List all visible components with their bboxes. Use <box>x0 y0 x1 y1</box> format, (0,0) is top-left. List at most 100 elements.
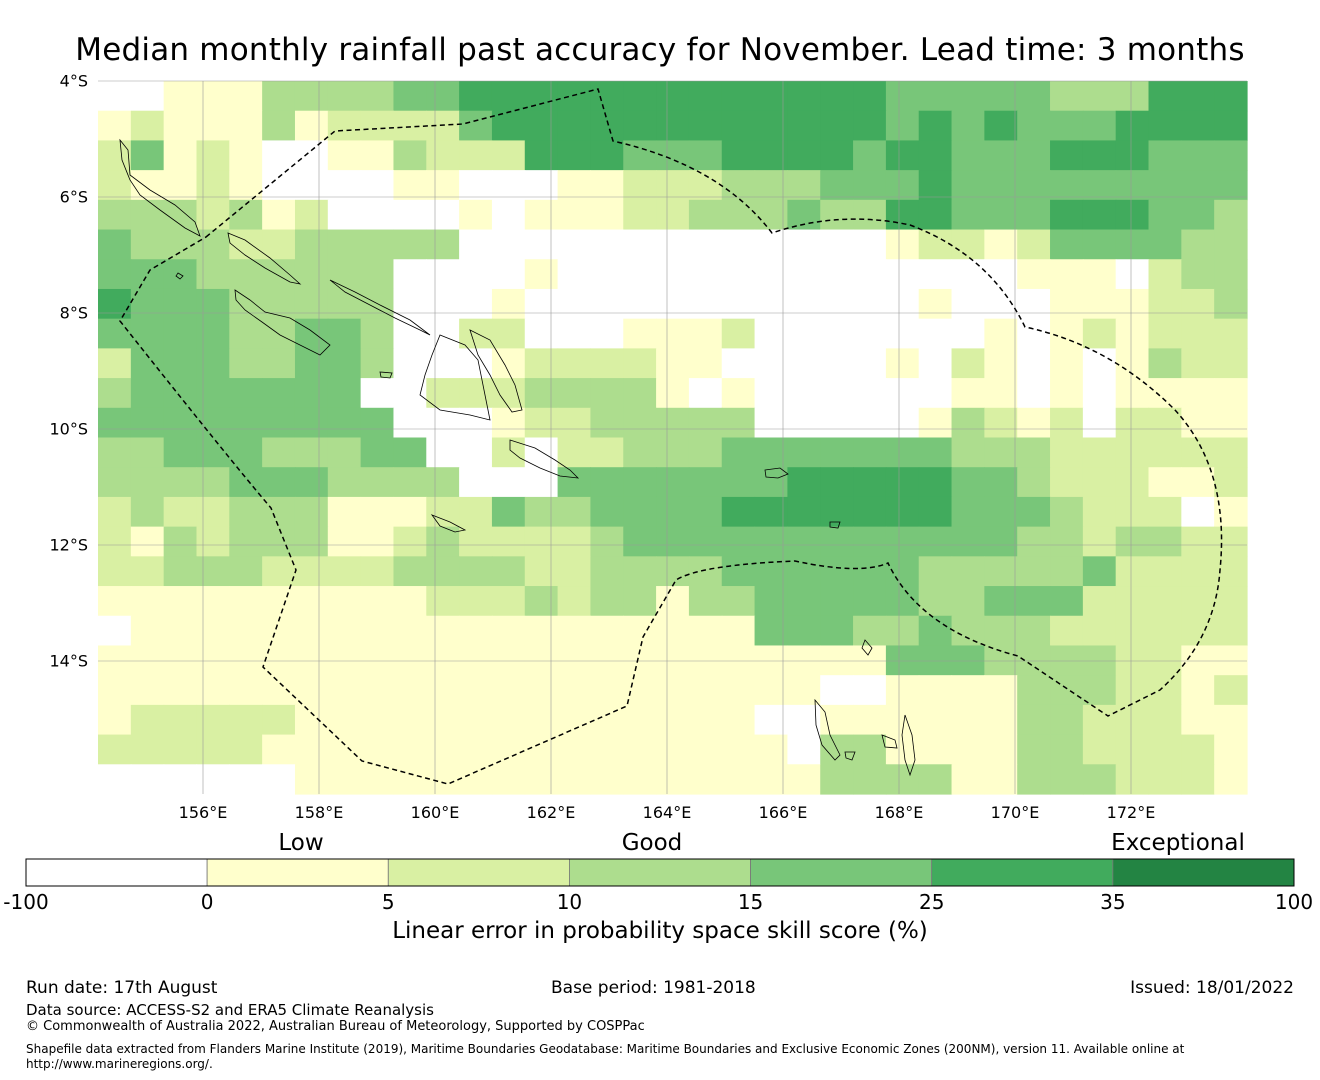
lon-tick-label: 170°E <box>990 803 1040 822</box>
grid-cell <box>1050 378 1084 409</box>
grid-cell <box>984 645 1018 676</box>
grid-cell <box>1181 586 1215 617</box>
grid-cell <box>885 526 920 557</box>
grid-cell <box>557 675 592 706</box>
grid-cell <box>853 764 887 795</box>
grid-cell <box>787 348 821 379</box>
grid-cell <box>98 170 132 201</box>
grid-cell <box>196 704 230 736</box>
grid-cell <box>524 140 559 171</box>
grid-cell <box>524 704 559 736</box>
grid-cell <box>787 764 821 795</box>
grid-cell <box>951 229 985 260</box>
grid-cell <box>656 496 690 528</box>
grid-cell <box>656 348 690 379</box>
legend-category-good: Good <box>621 830 683 856</box>
grid-cell <box>1050 675 1084 706</box>
graticule <box>98 80 1247 794</box>
island-outline <box>829 521 841 529</box>
grid-cell <box>130 199 165 231</box>
grid-cell <box>951 526 985 557</box>
grid-cell <box>656 318 690 349</box>
grid-cell <box>754 348 788 379</box>
colorbar <box>25 858 1295 887</box>
grid-cell <box>721 318 756 349</box>
grid-cell <box>294 348 329 379</box>
grid-cell <box>459 496 493 528</box>
grid-cell <box>163 556 198 587</box>
grid-cell <box>1050 467 1084 498</box>
grid-cell <box>229 496 263 528</box>
grid-cell <box>491 140 526 171</box>
grid-cell <box>656 229 690 260</box>
grid-cell <box>1148 764 1182 795</box>
grid-cell <box>393 645 427 676</box>
grid-cell <box>327 110 362 142</box>
island-outline <box>119 138 201 237</box>
grid-cell <box>196 288 230 320</box>
grid-cell <box>524 110 559 142</box>
grid-cell <box>951 645 985 676</box>
grid-cell <box>918 348 953 379</box>
grid-cell <box>426 734 460 765</box>
grid-cell <box>1082 81 1117 112</box>
grid-cell <box>360 615 395 647</box>
grid-cell <box>130 675 165 706</box>
grid-cell <box>1148 170 1182 201</box>
grid-cell <box>229 526 263 557</box>
grid-cell <box>196 496 230 528</box>
grid-cell <box>163 110 198 142</box>
grid-cell <box>754 140 788 171</box>
grid-cell <box>196 348 230 379</box>
island-outline <box>234 289 331 356</box>
grid-cell <box>491 348 526 379</box>
grid-cell <box>524 645 559 676</box>
grid-cell <box>360 734 395 765</box>
grid-cell <box>754 229 788 260</box>
grid-cell <box>1017 556 1051 587</box>
grid-cell <box>984 526 1018 557</box>
grid-cell <box>262 229 296 260</box>
grid-cell <box>787 318 821 349</box>
lat-tick-label: 6°S <box>59 187 88 207</box>
grid-cell <box>1115 675 1150 706</box>
grid-cell <box>918 526 953 557</box>
grid-cell <box>721 288 756 320</box>
grid-cell <box>459 318 493 349</box>
grid-cell <box>98 378 132 409</box>
grid-cell <box>491 496 526 528</box>
grid-cell <box>1082 170 1117 201</box>
grid-cell <box>1181 378 1215 409</box>
grid-cell <box>721 586 756 617</box>
grid-cell <box>557 586 592 617</box>
grid-cell <box>524 229 559 260</box>
grid-cell <box>163 645 198 676</box>
grid-cell <box>557 81 592 112</box>
grid-cell <box>721 467 756 498</box>
grid-cell <box>787 288 821 320</box>
grid-cell <box>656 378 690 409</box>
grid-cell <box>491 615 526 647</box>
grid-cell <box>885 110 920 142</box>
grid-cell <box>754 704 788 736</box>
grid-cell <box>557 526 592 557</box>
grid-cell <box>426 259 460 290</box>
grid-cell <box>623 288 657 320</box>
grid-cell <box>262 288 296 320</box>
grid-cell <box>853 615 887 647</box>
grid-cell <box>1148 288 1182 320</box>
grid-cell <box>130 734 165 765</box>
grid-cell <box>754 378 788 409</box>
grid-cell <box>557 467 592 498</box>
grid-cell <box>787 199 821 231</box>
grid-cell <box>656 675 690 706</box>
grid-cell <box>360 586 395 617</box>
grid-cell <box>984 259 1018 290</box>
grid-cell <box>1017 378 1051 409</box>
grid-cell <box>360 407 395 439</box>
grid-cell <box>820 526 854 557</box>
grid-cell <box>229 734 263 765</box>
grid-cell <box>426 81 460 112</box>
grid-cell <box>1181 556 1215 587</box>
grid-cell <box>1082 764 1117 795</box>
